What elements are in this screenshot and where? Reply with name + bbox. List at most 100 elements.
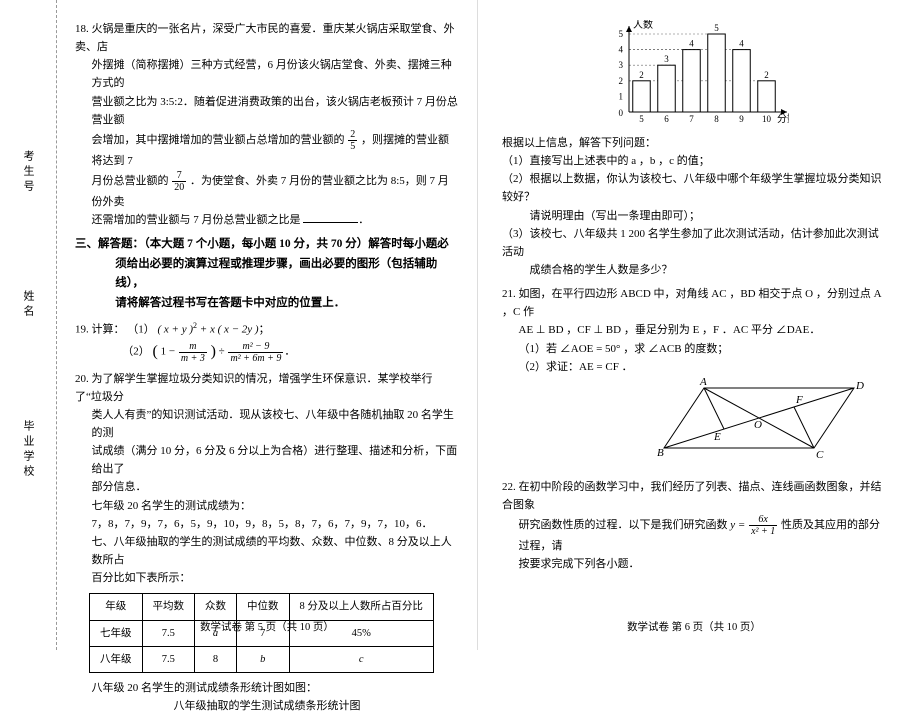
sec3-l1: 三、解答题：（本大题 7 个小题，每小题 10 分，共 70 分）解答时每小题必 [75, 235, 459, 255]
q20-l2: 类人人有责”的知识测试活动．现从该校七、八年级中各随机抽取 20 名学生的测 [75, 406, 459, 442]
binding-label-name: 姓名 [20, 290, 36, 320]
q19-expr1b: + x ( x − 2y ) [200, 324, 259, 336]
svg-text:5: 5 [714, 23, 719, 33]
q18-line3: 营业额之比为 3:5:2．随着促进消费政策的出台，该火锅店老板预计 7 月份总营… [75, 93, 459, 129]
q22-l1: 在初中阶段的函数学习中，我们经历了列表、描点、连线画函数图象，并结合图象 [502, 481, 882, 511]
binding-label-exam-id: 考生号 [20, 150, 36, 195]
q22-frac: 6x x² + 1 [749, 514, 777, 537]
q22-l3: 按要求完成下列各小题． [502, 555, 886, 573]
q19-p2: （2） [122, 346, 150, 358]
table-row: 八年级 7.5 8 b c [90, 646, 434, 672]
svg-text:5: 5 [639, 114, 644, 124]
q20-chart-title: 八年级抽取的学生测试成绩条形统计图 [75, 697, 459, 715]
q22-yeq: y = [730, 519, 745, 531]
q20-l1: 为了解学生掌握垃圾分类知识的情况，增强学生环保意识．某学校举行了“垃圾分 [75, 373, 433, 403]
q20c-l5: （3）该校七、八年级共 1 200 名学生参加了此次测试活动，估计参加此次测试活… [502, 225, 886, 261]
sec3-l2: 须给出必要的演算过程或推理步骤，画出必要的图形（包括辅助线）， [75, 255, 459, 294]
q18-line1: 火锅是重庆的一张名片，深受广大市民的喜爱．重庆某火锅店采取堂食、外卖、店 [75, 23, 455, 53]
q20-l9: 八年级 20 名学生的测试成绩条形统计图如图： [75, 679, 459, 697]
q18-line2: 外摆摊（简称摆摊）三种方式经营，6 月份该火锅店堂食、外卖、摆摊三种方式的 [75, 56, 459, 92]
svg-text:F: F [795, 394, 803, 406]
q20c-l2: （1）直接写出上述表中的 a ，b ，c 的值； [502, 152, 886, 170]
th-grade: 年级 [90, 594, 143, 620]
q19-fracA: m m + 3 [179, 341, 207, 364]
q21-number: 21. [502, 288, 516, 300]
svg-text:4: 4 [619, 45, 624, 55]
svg-text:0: 0 [619, 108, 624, 118]
q19-expr1a: ( x + y ) [158, 324, 194, 336]
q20c-l1: 根据以上信息，解答下列问题： [502, 134, 886, 152]
question-21: 21. 如图，在平行四边形 ABCD 中，对角线 AC ，BD 相交于点 O ，… [502, 285, 886, 472]
svg-text:分数: 分数 [777, 112, 789, 125]
page-6: 123452536475849210人数分数0 根据以上信息，解答下列问题： （… [484, 0, 904, 650]
svg-text:B: B [657, 447, 664, 459]
q18-frac2: 7 20 [172, 170, 186, 193]
q20c-l4: 请说明理由（写出一条理由即可）； [502, 207, 886, 225]
q20c-l3: （2）根据以上数据，你认为该校七、八年级中哪个年级学生掌握垃圾分类知识较好？ [502, 170, 886, 206]
section-3-heading: 三、解答题：（本大题 7 个小题，每小题 10 分，共 70 分）解答时每小题必… [75, 235, 459, 313]
svg-text:O: O [754, 419, 762, 431]
question-20: 20. 为了解学生掌握垃圾分类知识的情况，增强学生环保意识．某学校举行了“垃圾分… [75, 370, 459, 716]
sec3-l3: 请将解答过程书写在答题卡中对应的位置上． [75, 294, 459, 314]
q19-fracB: m² − 9 m² + 6m + 9 [228, 341, 283, 364]
question-18: 18. 火锅是重庆的一张名片，深受广大市民的喜爱．重庆某火锅店采取堂食、外卖、店… [75, 20, 459, 229]
page-divider [477, 0, 484, 650]
q22-number: 22. [502, 481, 516, 493]
svg-text:人数: 人数 [633, 20, 653, 31]
q19-lpar: ( [153, 343, 158, 360]
svg-text:2: 2 [619, 76, 624, 86]
q21-l1: 如图，在平行四边形 ABCD 中，对角线 AC ，BD 相交于点 O ，分别过点… [502, 288, 881, 318]
q20-l6: 7，8，7，9，7，6，5，9，10，9，8，5，8，7，6，7，9，7，10，… [75, 515, 459, 533]
svg-text:5: 5 [619, 29, 624, 39]
q20-l8: 百分比如下表所示： [75, 569, 459, 587]
page-5-footer: 数学试卷 第 5 页（共 10 页） [57, 619, 477, 636]
svg-text:3: 3 [664, 54, 669, 64]
q18-number: 18. [75, 23, 89, 35]
th-mean: 平均数 [142, 594, 195, 620]
q19-div: ÷ [219, 346, 225, 358]
svg-text:D: D [855, 380, 864, 392]
page-5: 18. 火锅是重庆的一张名片，深受广大市民的喜爱．重庆某火锅店采取堂食、外卖、店… [57, 0, 477, 650]
binding-margin: 考生号 姓名 毕业学校 [0, 0, 57, 650]
q20-number: 20. [75, 373, 89, 385]
q22-l2a: 研究函数性质的过程．以下是我们研究函数 [519, 519, 728, 531]
bar-chart-svg: 123452536475849210人数分数0 [599, 20, 789, 130]
svg-text:1: 1 [619, 91, 624, 101]
binding-label-school: 毕业学校 [20, 420, 36, 480]
svg-text:C: C [816, 449, 824, 461]
q20c-l6: 成绩合格的学生人数是多少？ [502, 261, 886, 279]
q20-l7: 七、八年级抽取的学生的测试成绩的平均数、众数、中位数、8 分及以上人数所占 [75, 533, 459, 569]
svg-text:E: E [713, 431, 721, 443]
svg-text:A: A [699, 376, 707, 388]
svg-text:3: 3 [619, 60, 624, 70]
th-mode: 众数 [195, 594, 237, 620]
q19-rpar: ) [211, 343, 216, 360]
svg-text:4: 4 [689, 39, 694, 49]
q20-l4: 部分信息． [75, 478, 459, 496]
table-header-row: 年级 平均数 众数 中位数 8 分及以上人数所占百分比 [90, 594, 434, 620]
svg-text:4: 4 [739, 39, 744, 49]
q18-frac1: 2 5 [348, 129, 357, 152]
svg-text:2: 2 [764, 70, 769, 80]
q21-figure: A D B C E F O [502, 376, 886, 472]
question-22: 22. 在初中阶段的函数学习中，我们经历了列表、描点、连线画函数图象，并结合图象… [502, 478, 886, 574]
q19-head: 计算： [92, 324, 125, 336]
th-median: 中位数 [237, 594, 290, 620]
bar-chart: 123452536475849210人数分数0 [599, 20, 789, 130]
th-pct: 8 分及以上人数所占百分比 [289, 594, 433, 620]
parallelogram-svg: A D B C E F O [654, 376, 864, 466]
q21-l4: （2）求证：AE = CF ． [502, 358, 886, 376]
svg-text:10: 10 [762, 114, 772, 124]
page-6-footer: 数学试卷 第 6 页（共 10 页） [484, 619, 904, 636]
question-19: 19. 计算： （1） ( x + y )2 + x ( x − 2y )； （… [75, 319, 459, 365]
svg-text:2: 2 [639, 70, 644, 80]
q19-one: 1 − [161, 346, 175, 358]
svg-text:9: 9 [739, 114, 744, 124]
q20-l3: 试成绩（满分 10 分，6 分及 6 分以上为合格）进行整理、描述和分析，下面给… [75, 442, 459, 478]
q18-line5a: 月份总营业额的 [92, 175, 169, 187]
q18-line6: 还需增加的营业额与 7 月份总营业额之比是 [92, 214, 301, 226]
q19-number: 19. [75, 324, 89, 336]
svg-text:6: 6 [664, 114, 669, 124]
q18-line4a: 会增加，其中摆摊增加的营业额占总增加的营业额的 [92, 134, 345, 146]
svg-text:8: 8 [714, 114, 719, 124]
